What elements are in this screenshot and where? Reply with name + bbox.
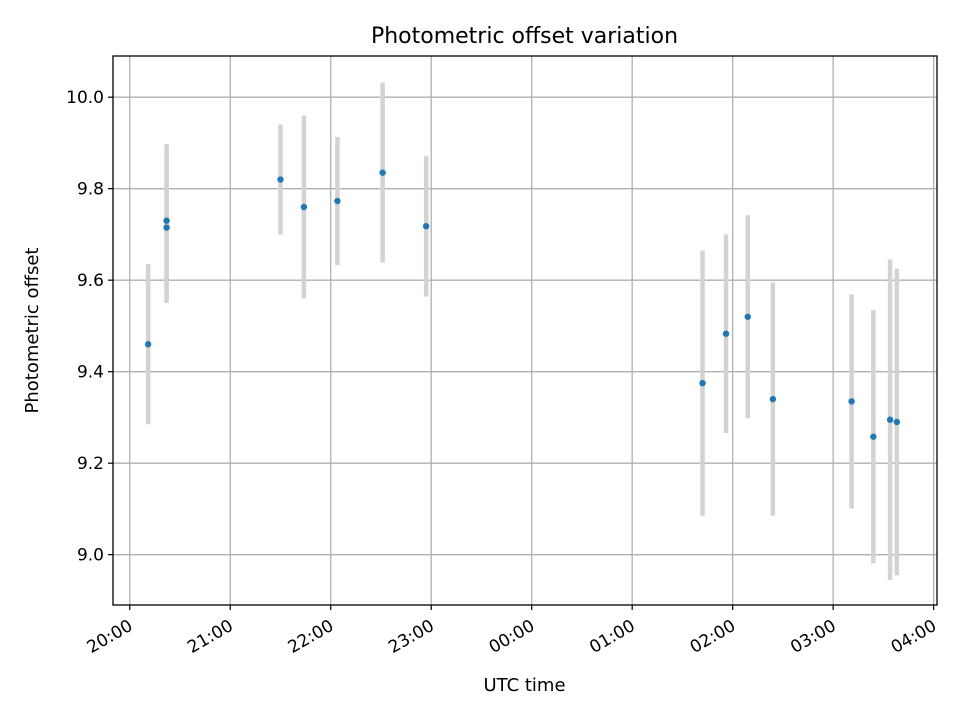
- x-tick-label: 03:00: [787, 616, 839, 658]
- x-tick-label: 00:00: [486, 616, 538, 658]
- data-point: [744, 313, 751, 320]
- data-point: [422, 222, 430, 230]
- y-tick-label: 9.6: [77, 271, 104, 291]
- data-point: [300, 203, 308, 211]
- x-tick-label: 22:00: [285, 616, 337, 658]
- data-point: [144, 341, 152, 348]
- y-axis-label: Photometric offset: [22, 248, 43, 414]
- x-axis-label: UTC time: [483, 675, 565, 696]
- data-point: [722, 330, 730, 337]
- grid: [113, 56, 937, 605]
- data-point: [699, 379, 706, 387]
- y-tick-label: 9.8: [77, 180, 104, 200]
- data-point: [769, 395, 777, 403]
- data-point: [379, 169, 386, 176]
- data-point: [163, 224, 170, 231]
- data-point: [870, 433, 877, 440]
- y-tick-label: 9.0: [77, 546, 104, 566]
- data-point: [893, 418, 901, 426]
- plot-frame: [112, 55, 938, 606]
- y-tick-label: 9.4: [77, 363, 104, 383]
- x-tick-label: 21:00: [184, 616, 236, 658]
- y-tick-label: 10.0: [66, 88, 104, 108]
- data-point: [163, 217, 170, 224]
- x-tick-label: 02:00: [687, 616, 739, 658]
- x-tick-label: 23:00: [385, 616, 437, 658]
- x-tick-label: 04:00: [888, 616, 940, 658]
- data-point: [886, 416, 894, 423]
- x-tick-label: 20:00: [84, 616, 136, 658]
- data-point: [848, 398, 855, 405]
- y-axis-ticks: 9.0 9.2 9.4 9.6 9.8 10.0: [66, 88, 113, 566]
- x-tick-label: 01:00: [586, 616, 638, 658]
- data-point: [334, 197, 341, 205]
- chart-title: Photometric offset variation: [371, 24, 678, 49]
- error-bars: [145, 82, 900, 580]
- y-tick-label: 9.2: [77, 454, 104, 474]
- data-point: [277, 176, 284, 183]
- data-points: [144, 169, 901, 440]
- x-axis-ticks: 20:00 21:00 22:00 23:00 00:00 01:00 02:00 03:00…: [84, 605, 940, 658]
